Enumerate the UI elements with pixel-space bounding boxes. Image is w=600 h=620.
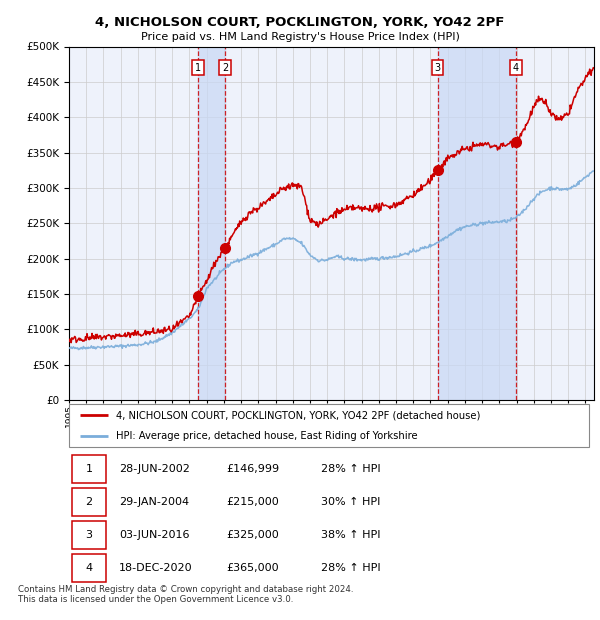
Bar [198,46,225,400]
Text: 38% ↑ HPI: 38% ↑ HPI [321,530,380,540]
Text: 4, NICHOLSON COURT, POCKLINGTON, YORK, YO42 2PF (detached house): 4, NICHOLSON COURT, POCKLINGTON, YORK, Y… [116,410,481,420]
Text: 4, NICHOLSON COURT, POCKLINGTON, YORK, YO42 2PF: 4, NICHOLSON COURT, POCKLINGTON, YORK, Y… [95,16,505,29]
Text: 28% ↑ HPI: 28% ↑ HPI [321,564,380,574]
Text: £325,000: £325,000 [227,530,279,540]
Bar [438,46,516,400]
Text: 28% ↑ HPI: 28% ↑ HPI [321,464,380,474]
Text: 1: 1 [195,63,201,73]
Text: 3: 3 [434,63,441,73]
FancyBboxPatch shape [71,521,106,549]
Text: 18-DEC-2020: 18-DEC-2020 [119,564,193,574]
FancyBboxPatch shape [71,554,106,582]
Text: 1: 1 [85,464,92,474]
Text: 30% ↑ HPI: 30% ↑ HPI [321,497,380,507]
FancyBboxPatch shape [71,455,106,482]
Text: HPI: Average price, detached house, East Riding of Yorkshire: HPI: Average price, detached house, East… [116,430,418,441]
Text: 2: 2 [222,63,229,73]
Text: £215,000: £215,000 [227,497,279,507]
Text: 3: 3 [85,530,92,540]
Text: 28-JUN-2002: 28-JUN-2002 [119,464,190,474]
FancyBboxPatch shape [71,488,106,516]
Text: £146,999: £146,999 [227,464,280,474]
Text: £365,000: £365,000 [227,564,279,574]
FancyBboxPatch shape [69,404,589,447]
Text: 4: 4 [513,63,519,73]
Text: 4: 4 [85,564,92,574]
Text: 29-JAN-2004: 29-JAN-2004 [119,497,189,507]
Text: 03-JUN-2016: 03-JUN-2016 [119,530,190,540]
Text: 2: 2 [85,497,92,507]
Text: Contains HM Land Registry data © Crown copyright and database right 2024.
This d: Contains HM Land Registry data © Crown c… [18,585,353,604]
Text: Price paid vs. HM Land Registry's House Price Index (HPI): Price paid vs. HM Land Registry's House … [140,32,460,42]
